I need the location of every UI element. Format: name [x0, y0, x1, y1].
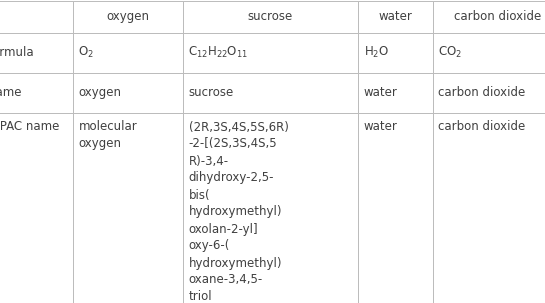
Bar	[72, 1, 183, 32]
Text: water: water	[378, 10, 412, 23]
Bar	[0, 112, 72, 302]
Bar	[358, 1, 433, 32]
Text: oxygen: oxygen	[106, 10, 149, 23]
Text: name: name	[0, 86, 22, 99]
Text: sucrose: sucrose	[189, 86, 234, 99]
Text: carbon dioxide: carbon dioxide	[439, 86, 526, 99]
Text: molecular
oxygen: molecular oxygen	[78, 121, 137, 151]
Bar	[183, 112, 358, 302]
Bar	[183, 1, 358, 32]
Text: carbon dioxide: carbon dioxide	[454, 10, 541, 23]
Bar	[0, 32, 72, 72]
Text: C$_{12}$H$_{22}$O$_{11}$: C$_{12}$H$_{22}$O$_{11}$	[189, 45, 249, 60]
Bar	[433, 72, 545, 112]
Text: IUPAC name: IUPAC name	[0, 121, 60, 134]
Text: oxygen: oxygen	[78, 86, 122, 99]
Bar	[433, 1, 545, 32]
Bar	[0, 72, 72, 112]
Bar	[183, 32, 358, 72]
Text: sucrose: sucrose	[247, 10, 293, 23]
Text: formula: formula	[0, 46, 34, 59]
Bar	[433, 112, 545, 302]
Text: water: water	[364, 86, 397, 99]
Bar	[358, 112, 433, 302]
Bar	[0, 1, 72, 32]
Bar	[183, 72, 358, 112]
Bar	[72, 112, 183, 302]
Text: CO$_2$: CO$_2$	[439, 45, 463, 60]
Text: water: water	[364, 121, 397, 134]
Bar	[72, 32, 183, 72]
Bar	[433, 32, 545, 72]
Bar	[72, 72, 183, 112]
Bar	[358, 32, 433, 72]
Text: H$_2$O: H$_2$O	[364, 45, 389, 60]
Text: (2R,3S,4S,5S,6R)
-2-[(2S,3S,4S,5
R)-3,4-
dihydroxy-2,5-
bis(
hydroxymethyl)
oxol: (2R,3S,4S,5S,6R) -2-[(2S,3S,4S,5 R)-3,4-…	[189, 121, 288, 303]
Bar	[358, 72, 433, 112]
Text: carbon dioxide: carbon dioxide	[439, 121, 526, 134]
Text: O$_2$: O$_2$	[78, 45, 94, 60]
